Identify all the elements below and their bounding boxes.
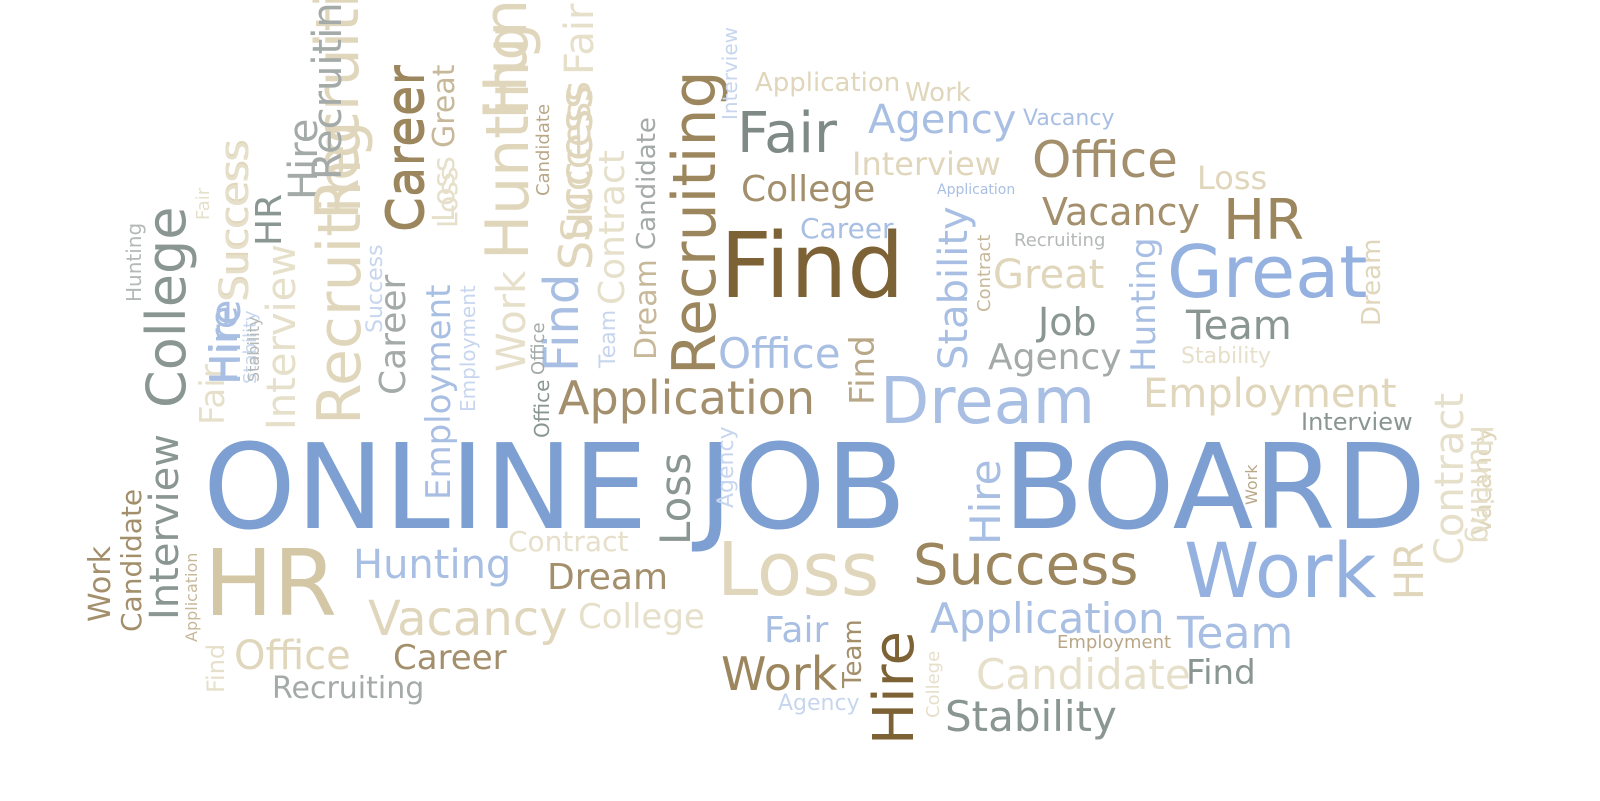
cloud-word: Employment xyxy=(419,284,459,500)
cloud-word: Vacancy xyxy=(1042,190,1200,234)
cloud-word: Great xyxy=(993,252,1105,298)
cloud-word: Work xyxy=(1242,464,1261,505)
cloud-word: Interview xyxy=(718,27,742,120)
cloud-word: Recruiting xyxy=(1014,230,1106,251)
cloud-word: Stability xyxy=(931,206,977,370)
cloud-word: Fair xyxy=(737,101,837,166)
cloud-word: Career xyxy=(393,638,507,678)
cloud-word: Office xyxy=(530,379,554,438)
cloud-word: Success xyxy=(363,244,388,333)
cloud-word: Fair xyxy=(764,610,829,651)
cloud-word: Loss xyxy=(1197,159,1268,197)
cloud-word: Interview xyxy=(1301,408,1413,436)
cloud-word: Dream xyxy=(1357,238,1387,326)
cloud-word: Stability xyxy=(945,692,1117,741)
cloud-word: Agency xyxy=(714,426,739,508)
cloud-word: Success xyxy=(554,80,600,242)
cloud-word: Dream xyxy=(629,259,664,360)
title-word-job: JOB xyxy=(698,418,907,556)
cloud-word: Find xyxy=(202,643,230,693)
cloud-word: College xyxy=(741,169,876,210)
cloud-word: Vacancy xyxy=(368,591,568,647)
cloud-word: HR xyxy=(204,530,338,637)
title-word-board: BOARD xyxy=(1003,418,1427,556)
cloud-word: Work xyxy=(1184,526,1377,615)
cloud-word: Office xyxy=(718,329,841,378)
cloud-word: Employment xyxy=(1143,371,1397,417)
cloud-word: Vacancy xyxy=(1023,106,1115,131)
cloud-word: Candidate xyxy=(976,650,1191,699)
cloud-word: Stability xyxy=(244,316,263,382)
cloud-word: Find xyxy=(843,335,883,405)
cloud-word: Agency xyxy=(778,691,860,716)
cloud-word: Career xyxy=(376,64,434,232)
cloud-word: Recruiting xyxy=(305,0,351,180)
cloud-word: Application xyxy=(755,68,901,98)
cloud-word: Team xyxy=(1186,303,1292,349)
cloud-word: Contract xyxy=(0,0,4,1)
cloud-word: Great xyxy=(1167,230,1368,314)
cloud-word: Interview xyxy=(852,145,1001,183)
cloud-word: Career xyxy=(800,212,894,245)
cloud-word: Interview xyxy=(142,434,188,620)
title-word-online: ONLINE xyxy=(203,418,648,556)
cloud-word: Agency xyxy=(988,337,1122,378)
cloud-word: Dream xyxy=(880,365,1096,439)
cloud-word: HR xyxy=(1387,542,1433,600)
cloud-word: Hire xyxy=(202,305,246,383)
cloud-word: Team xyxy=(596,309,621,368)
cloud-word: College xyxy=(923,650,944,718)
cloud-word: Employment xyxy=(1057,632,1172,653)
cloud-word: Work xyxy=(905,78,971,108)
cloud-word: Office xyxy=(1032,131,1178,189)
cloud-word: Success xyxy=(212,140,258,302)
cloud-word: Recruiting xyxy=(272,671,425,706)
cloud-word: Hunting xyxy=(353,542,512,588)
cloud-word: Candidate xyxy=(115,488,148,632)
cloud-word: Find xyxy=(720,214,905,319)
cloud-word: Employment xyxy=(456,285,480,412)
cloud-word: HR xyxy=(1223,188,1305,253)
cloud-word: Hire xyxy=(961,459,1010,545)
cloud-word: Office xyxy=(234,633,351,679)
cloud-word: Office xyxy=(528,322,549,375)
cloud-word: Work xyxy=(83,546,118,622)
cloud-word: Contract xyxy=(592,150,633,305)
cloud-word: Application xyxy=(558,371,816,425)
cloud-word: Dream xyxy=(547,557,669,598)
cloud-word: Interview xyxy=(259,244,305,430)
cloud-word: Hire xyxy=(862,631,927,745)
cloud-word: Contract xyxy=(974,234,995,312)
cloud-word: Loss xyxy=(717,527,880,613)
cloud-word: Work xyxy=(721,647,838,701)
cloud-word: Team xyxy=(838,619,868,688)
cloud-word: Fair xyxy=(557,3,603,75)
cloud-word: College xyxy=(578,597,705,637)
cloud-word: Loss xyxy=(427,156,462,222)
cloud-word: Stability xyxy=(1181,344,1272,369)
cloud-word: Work xyxy=(489,270,535,372)
cloud-word: Contract xyxy=(508,525,629,558)
cloud-word: Application xyxy=(937,182,1016,198)
cloud-word: Job xyxy=(1038,300,1097,344)
cloud-word: Recruiting xyxy=(660,70,730,375)
cloud-word: Hunting xyxy=(1124,237,1164,372)
cloud-word: Team xyxy=(1177,608,1294,659)
cloud-word: Hunting xyxy=(471,0,541,120)
cloud-word: Success xyxy=(913,533,1139,598)
cloud-word: Application xyxy=(182,552,201,642)
cloud-word: Candidate xyxy=(632,117,662,250)
cloud-word: Loss xyxy=(651,452,700,545)
cloud-word: Fair xyxy=(193,187,214,220)
cloud-word: Application xyxy=(930,594,1165,643)
cloud-word: Agency xyxy=(868,97,1017,143)
cloud-word: Find xyxy=(1186,653,1256,693)
cloud-word: Hunting xyxy=(1463,425,1498,544)
cloud-word: College xyxy=(135,206,198,408)
